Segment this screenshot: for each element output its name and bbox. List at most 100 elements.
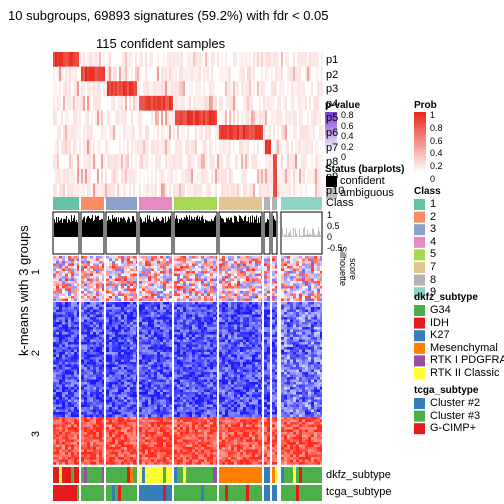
heatmap-cell	[96, 312, 99, 315]
heatmap-cell	[62, 278, 65, 282]
membership-cell	[275, 183, 277, 199]
heatmap-cell	[62, 357, 65, 360]
heatmap-cell	[252, 322, 255, 325]
membership-cell	[161, 125, 163, 140]
heatmap-cell	[53, 276, 56, 279]
heatmap-cell	[201, 261, 204, 264]
heatmap-cell	[118, 357, 121, 360]
heatmap-cell	[74, 329, 77, 333]
heatmap-cell	[109, 271, 112, 274]
heatmap-cell	[84, 296, 87, 299]
heatmap-cell	[65, 352, 68, 355]
membership-cell	[305, 139, 307, 155]
heatmap-cell	[115, 283, 118, 287]
silhouette-bar	[111, 221, 112, 237]
heatmap-cell	[195, 261, 198, 264]
membership-cell	[119, 81, 121, 97]
heatmap-cell	[160, 298, 163, 302]
heatmap-cell	[275, 327, 277, 330]
silhouette-bar	[197, 215, 198, 237]
heatmap-cell	[109, 268, 112, 272]
heatmap-cell	[81, 357, 84, 360]
heatmap-cell	[234, 342, 237, 345]
heatmap-cell	[281, 329, 284, 333]
membership-cell	[253, 110, 255, 126]
heatmap-cell	[180, 302, 183, 305]
heatmap-cell	[272, 354, 275, 358]
heatmap-cell	[314, 339, 317, 343]
heatmap-cell	[261, 258, 262, 262]
heatmap-cell	[53, 324, 56, 328]
heatmap-cell	[264, 283, 267, 287]
heatmap-cell	[56, 357, 59, 360]
heatmap-cell	[210, 329, 213, 333]
membership-cell	[189, 139, 191, 155]
heatmap-cell	[317, 261, 320, 264]
heatmap-cell	[62, 322, 65, 325]
heatmap-cell	[177, 344, 180, 348]
membership-cell	[113, 183, 115, 199]
heatmap-cell	[219, 327, 222, 330]
heatmap-cell	[293, 312, 296, 315]
heatmap-cell	[189, 334, 192, 338]
membership-cell	[307, 52, 309, 67]
membership-cell	[151, 81, 153, 97]
heatmap-cell	[62, 319, 65, 323]
heatmap-cell	[284, 302, 287, 305]
heatmap-cell	[133, 314, 136, 318]
heatmap-cell	[68, 312, 71, 315]
heatmap-cell	[71, 342, 74, 345]
silhouette-bar	[186, 215, 187, 237]
heatmap-cell	[53, 312, 56, 315]
heatmap-cell	[157, 258, 160, 262]
heatmap-cell	[127, 266, 130, 269]
heatmap-cell	[311, 278, 314, 282]
heatmap-cell	[68, 271, 71, 274]
heatmap-cell	[53, 354, 56, 358]
heatmap-cell	[317, 322, 320, 325]
heatmap-cell	[198, 286, 201, 289]
heatmap-cell	[157, 339, 160, 343]
silhouette-bar	[170, 215, 171, 237]
heatmap-cell	[216, 319, 217, 323]
heatmap-cell	[243, 319, 246, 323]
membership-cell	[301, 139, 303, 155]
heatmap-cell	[240, 322, 243, 325]
silhouette-bar	[76, 219, 77, 237]
silhouette-bar	[124, 218, 125, 237]
silhouette-bar	[291, 235, 292, 237]
heatmap-cell	[216, 307, 217, 310]
heatmap-cell	[186, 283, 189, 287]
heatmap-cell	[84, 322, 87, 325]
heatmap-cell	[59, 327, 62, 330]
heatmap-cell	[261, 327, 262, 330]
heatmap-cell	[198, 298, 201, 302]
heatmap-cell	[317, 347, 320, 350]
membership-cell	[251, 66, 253, 82]
silhouette-bar	[196, 216, 197, 237]
heatmap-cell	[272, 273, 275, 277]
heatmap-cell	[71, 332, 74, 335]
heatmap-cell	[210, 312, 213, 315]
heatmap-cell	[163, 347, 166, 350]
membership-cell	[187, 110, 189, 126]
heatmap-cell	[59, 273, 62, 277]
membership-cell	[121, 154, 123, 170]
heatmap-cell	[231, 298, 234, 302]
heatmap-cell	[163, 359, 166, 363]
silhouette-bar	[64, 218, 65, 237]
membership-cell	[173, 183, 175, 199]
heatmap-cell	[219, 258, 222, 262]
heatmap-cell	[145, 344, 148, 348]
heatmap-cell	[302, 359, 305, 363]
heatmap-cell	[56, 268, 59, 272]
heatmap-cell	[207, 347, 210, 350]
heatmap-cell	[320, 334, 322, 338]
heatmap-cell	[237, 286, 240, 289]
silhouette-bar	[199, 216, 200, 237]
heatmap-cell	[261, 298, 262, 302]
membership-cell	[87, 125, 89, 140]
heatmap-cell	[272, 342, 275, 345]
heatmap-cell	[163, 344, 166, 348]
heatmap-cell	[302, 268, 305, 272]
